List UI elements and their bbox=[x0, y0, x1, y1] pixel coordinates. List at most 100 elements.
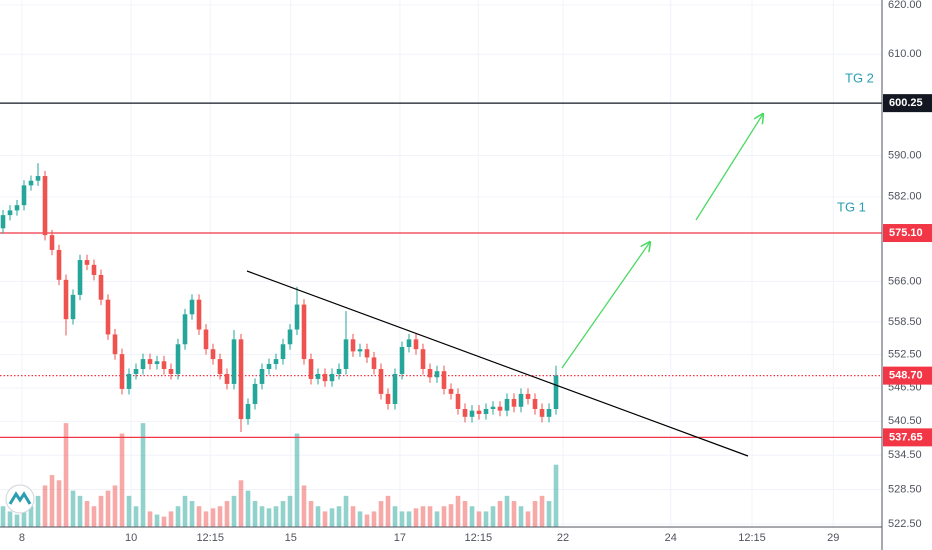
candle-body bbox=[224, 373, 230, 384]
volume-bar bbox=[525, 511, 531, 527]
candle-body bbox=[168, 368, 174, 374]
y-tick-label: 552.50 bbox=[888, 349, 922, 361]
candle-body bbox=[35, 176, 41, 181]
volume-bar bbox=[399, 511, 405, 527]
candle-body bbox=[462, 408, 468, 417]
volume-bar bbox=[70, 490, 76, 527]
price-lines bbox=[0, 102, 882, 438]
candle-body bbox=[105, 299, 111, 335]
y-tick-label: 522.50 bbox=[888, 518, 922, 530]
volume-bar bbox=[357, 511, 363, 527]
logo-mark bbox=[8, 491, 32, 505]
annotation: TG 1 bbox=[837, 199, 866, 214]
candle-body bbox=[294, 304, 300, 330]
candle-body bbox=[273, 359, 279, 365]
candle-body bbox=[91, 264, 97, 275]
candle-body bbox=[434, 371, 440, 378]
candle-body bbox=[266, 364, 272, 369]
volume-bar bbox=[350, 506, 356, 527]
y-tick-label: 566.00 bbox=[888, 275, 922, 287]
volume-bar bbox=[294, 433, 300, 527]
volume-bar bbox=[224, 501, 230, 527]
x-tick-label: 12:15 bbox=[465, 532, 493, 544]
candle-body bbox=[77, 260, 83, 295]
x-tick-label: 15 bbox=[285, 532, 297, 544]
volume-bar bbox=[518, 506, 524, 527]
candle-body bbox=[385, 393, 391, 404]
volume-bar bbox=[196, 506, 202, 527]
volume-bar bbox=[91, 506, 97, 527]
candle-body bbox=[28, 180, 34, 186]
volume-bar bbox=[483, 511, 489, 527]
trend-line bbox=[246, 270, 749, 457]
volume-bar bbox=[532, 501, 538, 527]
candle-body bbox=[210, 349, 216, 360]
price-label: 537.65 bbox=[889, 431, 923, 443]
volume-bar bbox=[189, 501, 195, 527]
candle-body bbox=[189, 299, 195, 315]
volume-bar bbox=[455, 495, 461, 527]
axis-labels: 620.00 610.00 590.00 582.00 566.00 558.50 552.… bbox=[19, 0, 932, 544]
candle-body bbox=[119, 354, 125, 389]
candle-body bbox=[378, 368, 384, 394]
volume-bar bbox=[49, 475, 55, 527]
volume-bar bbox=[21, 501, 27, 527]
volume-bar bbox=[413, 508, 419, 527]
volume-bar bbox=[105, 490, 111, 527]
y-tick-label: 540.50 bbox=[888, 415, 922, 427]
price-label-box bbox=[883, 428, 932, 447]
candle-body bbox=[399, 346, 405, 374]
volume-bar bbox=[462, 501, 468, 527]
volume-bar bbox=[301, 485, 307, 527]
candle-body bbox=[133, 368, 139, 374]
candle-body bbox=[245, 403, 251, 420]
candle-body bbox=[63, 279, 69, 320]
volume-bar bbox=[315, 506, 321, 527]
candle-body bbox=[539, 408, 545, 417]
volume-bar bbox=[63, 423, 69, 527]
candle-body bbox=[504, 398, 510, 411]
candle-body bbox=[490, 406, 496, 409]
candle-body bbox=[329, 373, 335, 382]
candle-body bbox=[511, 398, 517, 407]
volume-bar bbox=[231, 495, 237, 527]
candle-body bbox=[56, 249, 62, 280]
candle-body bbox=[336, 368, 342, 374]
y-tick-label: 546.50 bbox=[888, 382, 922, 394]
volume-bar bbox=[504, 495, 510, 527]
volume-bar bbox=[42, 485, 48, 527]
volume-bar bbox=[77, 495, 83, 527]
candle-body bbox=[525, 393, 531, 399]
volume-bar bbox=[119, 433, 125, 527]
candle-body bbox=[196, 299, 202, 330]
logo[interactable] bbox=[5, 484, 35, 514]
volume-bar bbox=[147, 511, 153, 527]
candle-body bbox=[42, 176, 48, 236]
volume-bar bbox=[490, 506, 496, 527]
candle-body bbox=[147, 359, 153, 365]
volume-bar bbox=[539, 495, 545, 527]
volume-bar bbox=[217, 506, 223, 527]
volume-bar bbox=[203, 511, 209, 527]
candle-body bbox=[483, 408, 489, 415]
candle-body bbox=[413, 339, 419, 350]
volume-bar bbox=[210, 508, 216, 527]
volume-bar bbox=[448, 504, 454, 527]
volume-bar bbox=[343, 495, 349, 527]
volume-bar bbox=[35, 495, 41, 527]
candle-body bbox=[14, 205, 20, 211]
volume-bar bbox=[385, 495, 391, 527]
volume-bar bbox=[84, 501, 90, 527]
volume-bar bbox=[168, 511, 174, 527]
volume-bar bbox=[238, 480, 244, 527]
price-label: 600.25 bbox=[889, 97, 923, 109]
volume-bar bbox=[161, 516, 167, 527]
candle-body bbox=[343, 339, 349, 369]
candle-body bbox=[140, 359, 146, 369]
candle-body bbox=[0, 215, 6, 229]
candle-body bbox=[70, 294, 76, 320]
x-tick-label: 12:15 bbox=[738, 532, 766, 544]
candle-body bbox=[7, 210, 13, 216]
arrow bbox=[561, 242, 650, 369]
